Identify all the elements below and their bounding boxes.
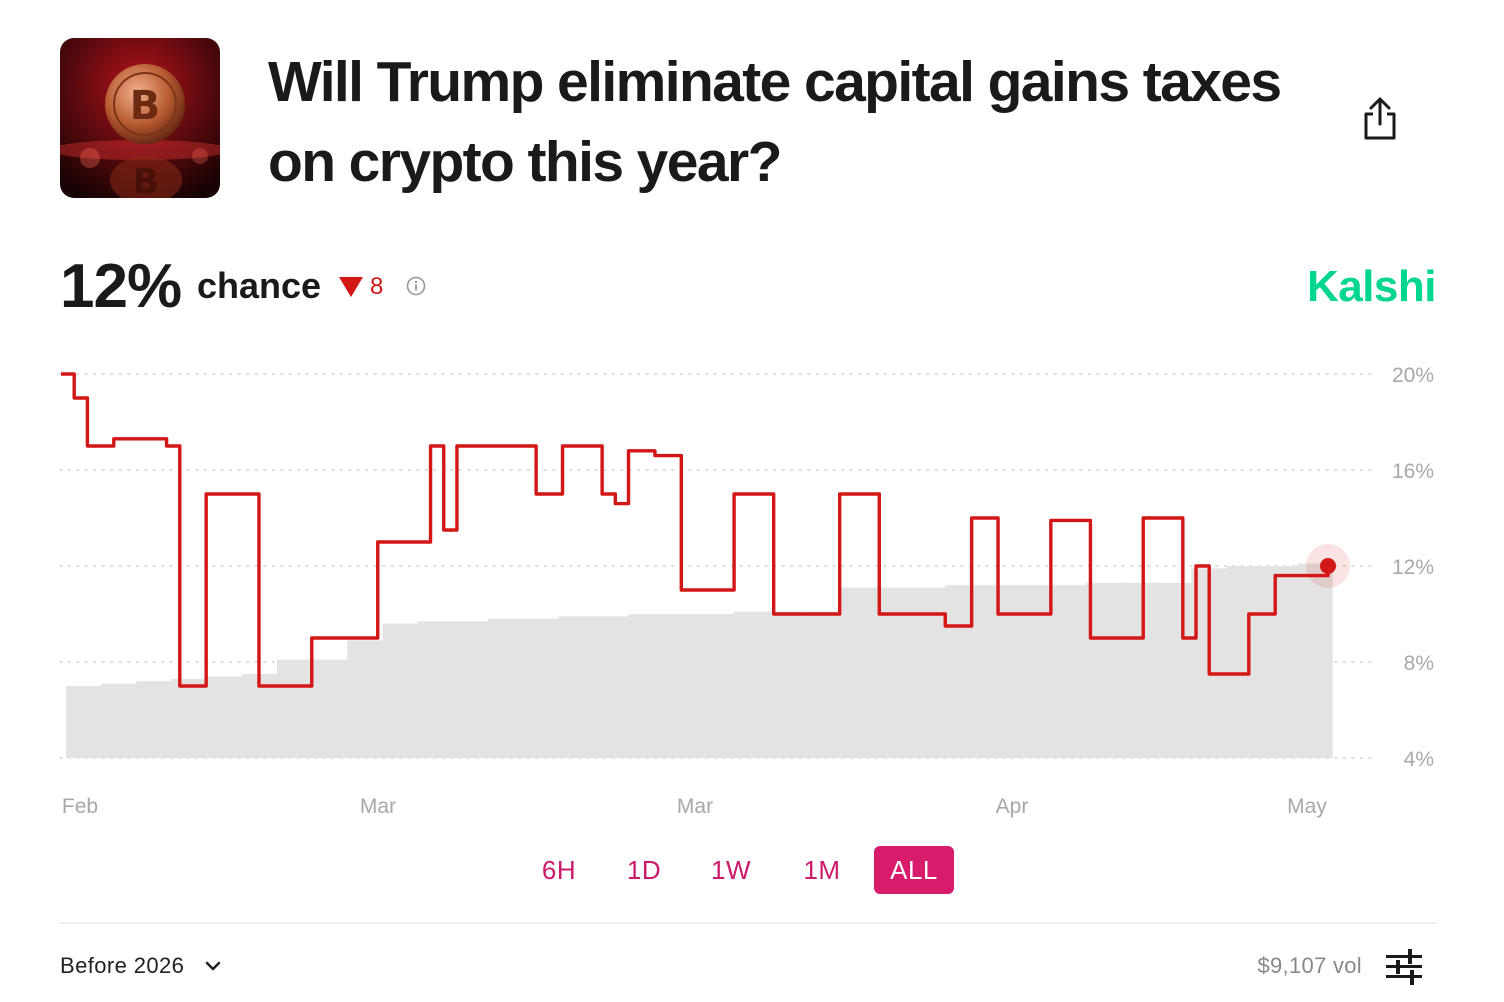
volume-bar: [523, 618, 559, 758]
volume-bar: [1015, 585, 1052, 758]
volume-bar: [452, 621, 489, 758]
volume-bar: [347, 640, 384, 758]
market-title: Will Trump eliminate capital gains taxes…: [268, 50, 1282, 194]
x-tick-label: Mar: [360, 795, 396, 818]
volume-bar: [910, 587, 946, 758]
y-tick-label: 8%: [1404, 652, 1434, 675]
price-chart: 20% 16% 12% 8% 4% Feb Mar Mar Apr May: [59, 364, 1434, 818]
x-tick-label: Feb: [62, 795, 98, 818]
volume-bar: [136, 681, 173, 758]
chevron-down-icon: [205, 961, 221, 971]
volume-bar: [206, 676, 243, 758]
y-tick-label: 20%: [1392, 364, 1434, 387]
volume-bar: [382, 623, 419, 758]
volume-bar: [769, 611, 806, 758]
range-1m[interactable]: 1M: [803, 855, 841, 885]
range-1w[interactable]: 1W: [711, 855, 751, 885]
y-tick-label: 12%: [1392, 556, 1434, 579]
svg-text:B: B: [130, 83, 161, 129]
sliders-icon[interactable]: [1384, 946, 1424, 986]
range-1d[interactable]: 1D: [626, 855, 662, 885]
price-line: [61, 372, 1330, 688]
odds-percent: 12%: [60, 252, 182, 321]
volume-bar: [593, 616, 630, 758]
x-tick-label: May: [1287, 795, 1327, 818]
volume-bar: [1261, 566, 1298, 758]
volume-bar: [101, 683, 137, 758]
volume-bar: [277, 659, 313, 758]
volume-bar: [804, 611, 841, 758]
volume-bar: [1050, 585, 1087, 758]
volume-bar: [663, 614, 700, 758]
x-tick-label: Apr: [996, 795, 1029, 818]
volume-bar: [945, 585, 981, 758]
period-label: Before 2026: [60, 953, 185, 978]
odds-change: 8: [370, 273, 384, 300]
current-point: [1320, 558, 1336, 574]
volume-bar: [1156, 582, 1192, 758]
volume-bar: [1226, 566, 1263, 758]
share-icon[interactable]: [1360, 94, 1400, 144]
volume-bar: [312, 659, 348, 758]
volume-bar: [628, 614, 665, 758]
volume-bar: [699, 614, 735, 758]
volume-bar: [241, 674, 278, 758]
x-tick-label: Mar: [677, 795, 713, 818]
volume-bar: [66, 686, 102, 758]
volume-bar: [1121, 582, 1157, 758]
volume-bar: [874, 587, 911, 758]
odds-summary: 12% chance 8: [60, 252, 760, 322]
odds-label: chance: [197, 265, 322, 306]
y-tick-label: 4%: [1404, 748, 1434, 771]
down-arrow-icon: [339, 277, 363, 297]
market-image: B B: [60, 38, 220, 198]
y-tick-label: 16%: [1392, 460, 1434, 483]
volume-bar: [488, 618, 524, 758]
range-all[interactable]: ALL: [874, 846, 954, 894]
brand-logo: Kalshi: [1306, 262, 1437, 311]
volume-bar: [734, 611, 770, 758]
volume-label: $9,107 vol: [1257, 953, 1362, 978]
period-selector[interactable]: Before 2026: [60, 948, 224, 984]
volume-bar: [417, 621, 454, 758]
volume-bar: [839, 587, 876, 758]
volume-bar: [171, 678, 208, 758]
volume-bar: [558, 616, 595, 758]
volume-bar: [1296, 563, 1333, 758]
info-icon[interactable]: [406, 276, 426, 296]
divider: [60, 922, 1436, 924]
svg-text:B: B: [133, 162, 159, 198]
range-6h[interactable]: 6H: [541, 855, 577, 885]
